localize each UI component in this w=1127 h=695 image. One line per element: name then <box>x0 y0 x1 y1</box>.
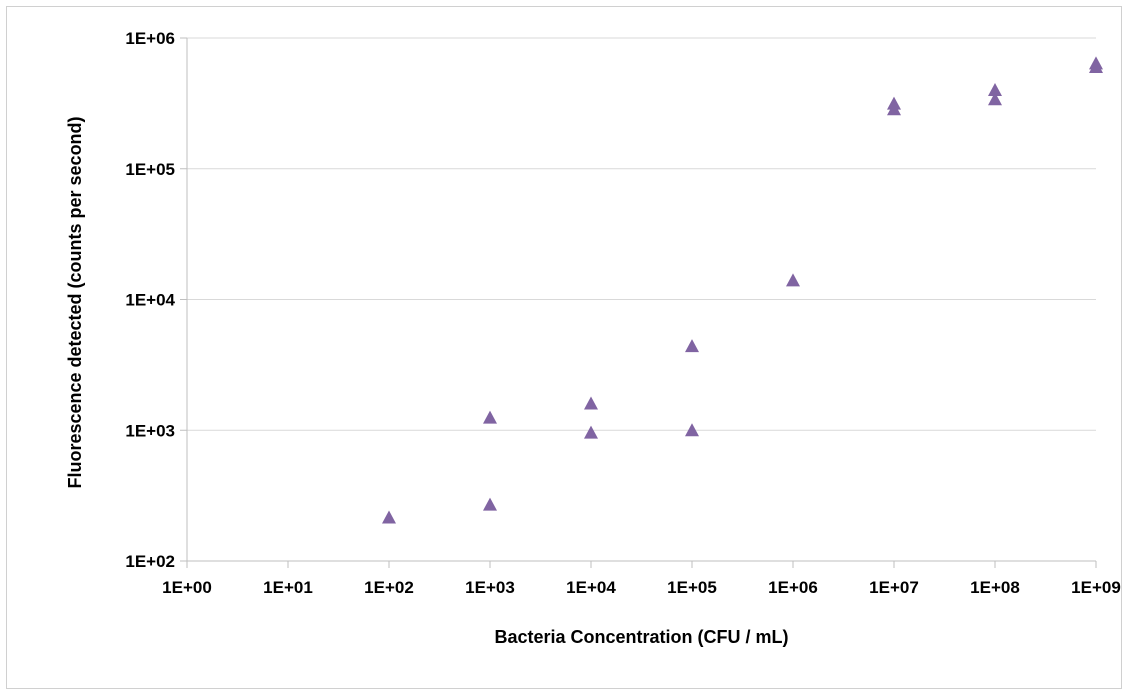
data-point <box>483 497 497 511</box>
y-tick-label: 1E+05 <box>125 160 175 179</box>
x-tick-label: 1E+05 <box>667 578 717 597</box>
x-tick-label: 1E+04 <box>566 578 616 597</box>
x-tick-label: 1E+01 <box>263 578 313 597</box>
chart-frame: 1E+02 1E+03 1E+04 1E+05 1E+06 1E+00 1E+01 1E+0… <box>6 6 1122 689</box>
y-tick-label: 1E+03 <box>125 421 175 440</box>
data-point <box>483 410 497 424</box>
data-point <box>887 96 901 110</box>
data-point <box>685 339 699 353</box>
data-point <box>988 92 1002 106</box>
data-point <box>584 396 598 410</box>
x-tick-label: 1E+09 <box>1071 578 1121 597</box>
x-tick-label: 1E+06 <box>768 578 818 597</box>
y-tick-label: 1E+04 <box>125 291 175 310</box>
data-point <box>382 510 396 524</box>
y-tick-label: 1E+02 <box>125 552 175 571</box>
data-points <box>382 56 1103 524</box>
data-point <box>584 425 598 439</box>
data-point <box>1089 56 1103 70</box>
x-tick-label: 1E+07 <box>869 578 919 597</box>
x-tick-label: 1E+08 <box>970 578 1020 597</box>
x-tick-label: 1E+03 <box>465 578 515 597</box>
y-axis-title: Fluorescence detected (counts per second… <box>65 116 85 488</box>
data-point <box>685 423 699 437</box>
y-tick-label: 1E+06 <box>125 29 175 48</box>
gridlines <box>187 37 1096 431</box>
x-axis-title: Bacteria Concentration (CFU / mL) <box>494 627 788 647</box>
data-point <box>786 273 800 287</box>
axes <box>180 37 1097 568</box>
x-tick-label: 1E+00 <box>162 578 212 597</box>
data-point <box>988 83 1002 97</box>
x-tick-labels: 1E+00 1E+01 1E+02 1E+03 1E+04 1E+05 1E+06 1E+07… <box>162 578 1121 597</box>
y-tick-labels: 1E+02 1E+03 1E+04 1E+05 1E+06 <box>125 29 175 571</box>
x-tick-label: 1E+02 <box>364 578 414 597</box>
